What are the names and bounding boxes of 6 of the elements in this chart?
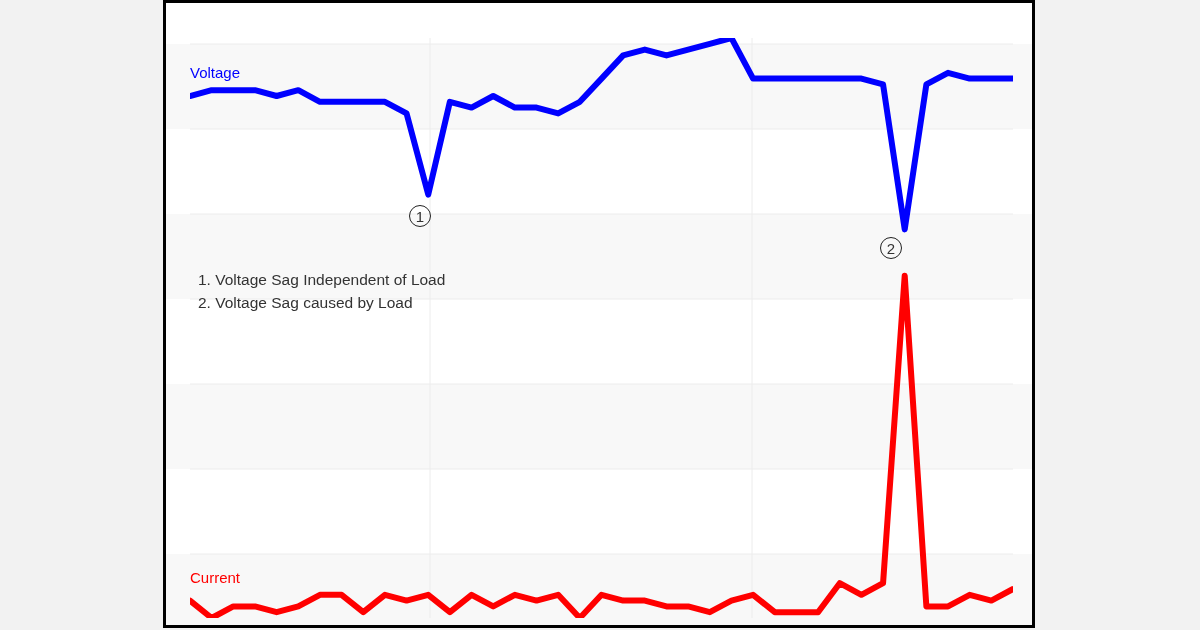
series-label: Voltage bbox=[190, 63, 241, 81]
series-label: Current bbox=[190, 568, 241, 586]
annotation: 1. Voltage Sag Independent of Load bbox=[198, 270, 446, 290]
annotation: 2. Voltage Sag caused by Load bbox=[198, 293, 413, 313]
annotation: 2 bbox=[880, 237, 902, 259]
annotation: 1 bbox=[409, 205, 431, 227]
